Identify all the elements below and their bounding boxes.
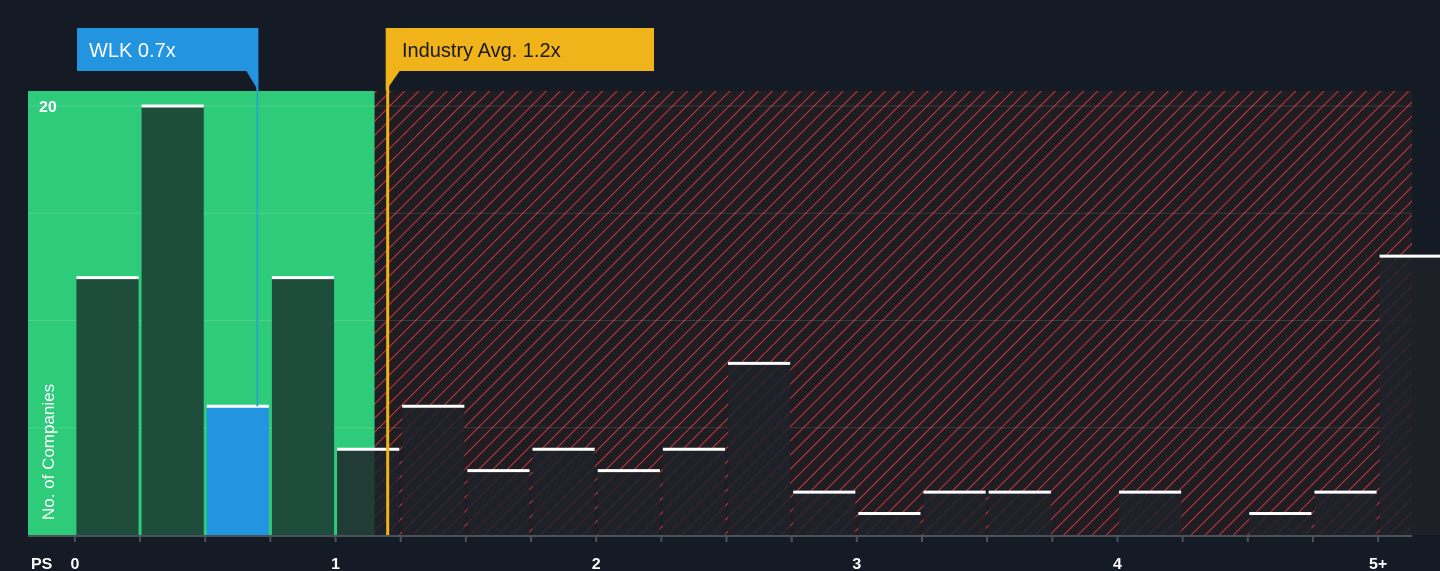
x-minor-ticks	[73, 536, 1380, 542]
histogram-bar	[858, 513, 921, 535]
histogram-bar	[532, 449, 595, 535]
x-tick-label: 0	[70, 556, 79, 571]
x-tick-labels: 0 1 2 3 4 5+	[70, 556, 1387, 571]
company-tag-label: WLK 0.7x	[89, 40, 176, 62]
histogram-bar	[337, 449, 400, 535]
y-axis-title: No. of Companies	[39, 384, 58, 520]
y-axis: 20 No. of Companies	[39, 99, 58, 520]
x-tick-label: 5+	[1369, 556, 1387, 571]
histogram-bar	[141, 106, 204, 535]
above-industry-zone	[374, 91, 1412, 535]
industry-tag-label: Industry Avg. 1.2x	[402, 40, 561, 62]
histogram-bar	[1249, 513, 1312, 535]
x-tick-label: 1	[331, 556, 340, 571]
histogram-bar	[76, 277, 139, 535]
x-tick-label: 3	[852, 556, 861, 571]
histogram-bar	[988, 492, 1051, 535]
x-axis-title: PS	[31, 556, 53, 571]
x-axis: 0 1 2 3 4 5+ PS	[28, 535, 1412, 571]
company-tag-background	[77, 28, 259, 91]
y-tick-label: 20	[39, 99, 57, 116]
company-tag: WLK 0.7x	[77, 28, 259, 91]
histogram-bar	[402, 406, 465, 535]
histogram-bar	[728, 363, 791, 535]
histogram-bar	[1118, 492, 1182, 535]
industry-tag-background	[385, 28, 654, 91]
histogram-bar	[467, 470, 530, 535]
histogram-bar	[271, 277, 335, 535]
histogram-bar	[923, 492, 986, 535]
industry-tag: Industry Avg. 1.2x	[385, 28, 654, 91]
histogram-bar	[662, 449, 726, 535]
histogram-bar	[793, 492, 856, 535]
histogram-bar	[206, 406, 269, 535]
histogram-bars	[76, 104, 1440, 535]
x-tick-label: 4	[1113, 556, 1122, 571]
x-tick-label: 2	[592, 556, 601, 571]
histogram-bar	[1379, 256, 1440, 535]
histogram-bar	[1314, 492, 1377, 535]
y-tick-labels: 20	[39, 99, 57, 116]
marker-lines	[256, 72, 390, 535]
histogram-bar	[597, 470, 660, 535]
